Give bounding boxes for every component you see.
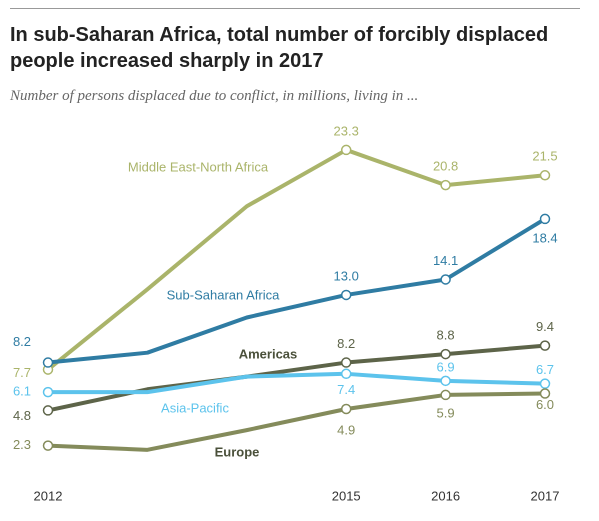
x-tick-label: 2017 — [531, 488, 560, 503]
point-marker — [42, 405, 54, 416]
data-label: 7.4 — [337, 382, 355, 397]
point-marker — [539, 170, 551, 181]
data-label: 8.2 — [13, 334, 31, 349]
x-tick-label: 2012 — [34, 488, 63, 503]
point-marker — [539, 378, 551, 389]
point-marker — [440, 274, 451, 285]
line — [46, 147, 546, 372]
data-label: 18.4 — [532, 230, 557, 245]
point-marker — [539, 340, 551, 351]
point-marker — [440, 389, 451, 401]
point-marker — [42, 357, 54, 368]
series-label: Sub-Saharan Africa — [167, 287, 281, 302]
data-label: 6.0 — [536, 397, 554, 412]
point-marker — [340, 289, 352, 301]
data-label: 13.0 — [334, 268, 359, 283]
point-marker — [340, 403, 352, 415]
data-label: 20.8 — [433, 159, 458, 174]
series: 2.3 4.9 5.9 6.0 Europe — [13, 388, 554, 459]
point-marker — [539, 388, 551, 399]
data-label: 6.7 — [536, 362, 554, 377]
series-label: Middle East-North Africa — [128, 159, 269, 174]
line — [47, 391, 546, 452]
point-marker — [42, 386, 54, 398]
x-tick-label: 2016 — [431, 488, 460, 503]
point-marker — [440, 348, 451, 360]
chart-subtitle: Number of persons displaced due to confl… — [10, 88, 419, 104]
data-label: 6.1 — [13, 384, 31, 399]
series-label: Americas — [239, 346, 298, 361]
data-label: 4.9 — [337, 422, 355, 437]
data-label: 21.5 — [532, 149, 557, 164]
series: 8.2 13.0 14.1 18.4 Sub-Saharan Africa — [13, 213, 558, 368]
line — [48, 371, 546, 395]
data-label: 23.3 — [334, 123, 359, 138]
data-label: 7.7 — [13, 365, 31, 380]
series-label: Asia-Pacific — [161, 400, 229, 415]
series: 7.7 23.3 20.8 21.5 Middle East-North Africa — [13, 123, 558, 380]
chart-title: In sub-Saharan Africa, total number of f… — [10, 24, 549, 72]
data-label: 5.9 — [437, 405, 455, 420]
series-label: Europe — [215, 444, 260, 459]
point-marker — [340, 357, 352, 368]
line — [47, 217, 547, 365]
data-label: 2.3 — [13, 437, 31, 452]
data-label: 9.4 — [536, 319, 554, 334]
data-label: 6.9 — [437, 359, 455, 374]
point-marker — [340, 144, 352, 156]
point-marker — [340, 368, 352, 380]
point-marker — [440, 179, 451, 191]
point-marker — [440, 375, 451, 387]
point-marker — [42, 440, 54, 451]
series: 6.1 7.4 6.9 6.7 Asia-Pacific — [13, 359, 554, 415]
x-tick-label: 2015 — [332, 488, 361, 503]
point-marker — [539, 213, 551, 225]
data-label: 8.2 — [337, 336, 355, 351]
top-rule — [10, 8, 580, 9]
data-label: 8.8 — [437, 328, 455, 343]
data-label: 14.1 — [433, 253, 458, 268]
data-label: 4.8 — [13, 408, 31, 423]
